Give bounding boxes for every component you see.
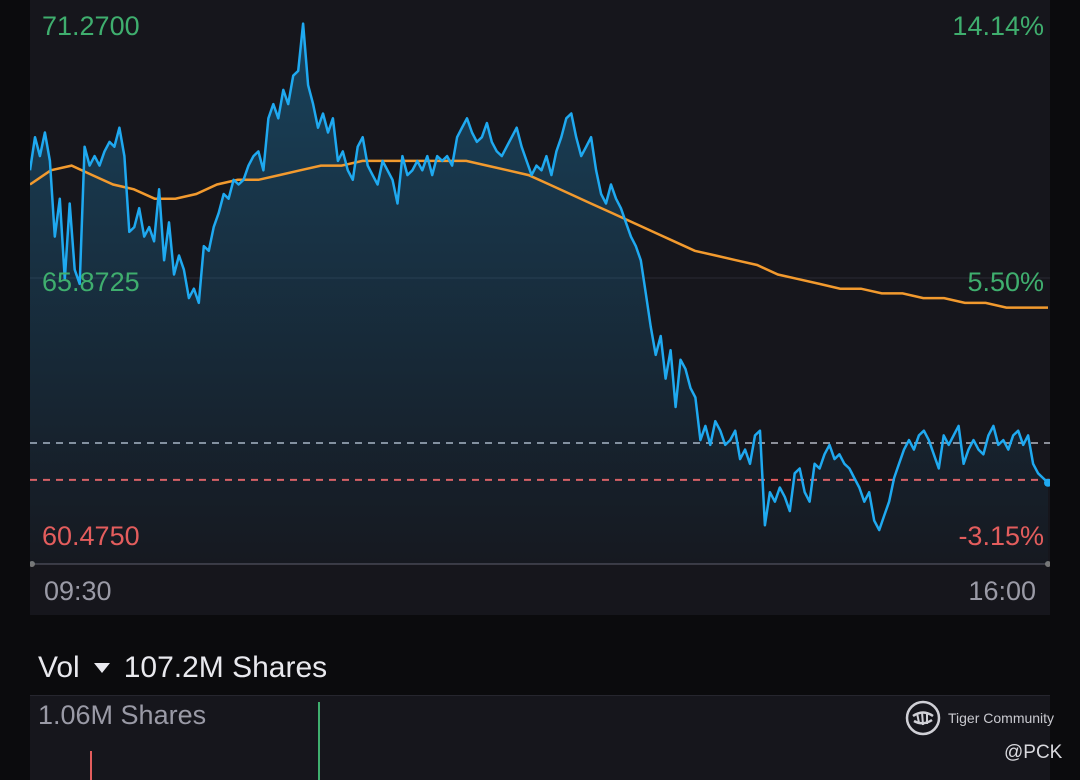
time-start-label: 09:30 xyxy=(44,576,112,606)
volume-bars xyxy=(90,702,320,780)
volume-header[interactable]: Vol 107.2M Shares xyxy=(38,648,327,688)
last-price-dot xyxy=(1044,478,1050,487)
tiger-logo-icon xyxy=(905,700,941,736)
price-chart-svg xyxy=(30,22,1050,567)
volume-scale-label: 1.06M Shares xyxy=(38,700,207,730)
watermark-brand: Tiger Community xyxy=(948,710,1055,726)
price-mid-label: 65.8725 xyxy=(42,267,140,297)
pct-high-label: 14.14% xyxy=(952,11,1044,41)
price-high-label: 71.2700 xyxy=(42,11,140,41)
pct-mid-label: 5.50% xyxy=(967,267,1044,297)
tiger-community-watermark: Tiger Community xyxy=(904,699,1054,737)
volume-indicator-label[interactable]: Vol xyxy=(38,651,80,684)
price-low-label: 60.4750 xyxy=(42,521,140,551)
price-area-fill xyxy=(30,23,1048,565)
dropdown-caret-icon[interactable] xyxy=(93,663,110,673)
price-chart[interactable]: 71.2700 65.8725 60.4750 14.14% 5.50% -3.… xyxy=(30,0,1050,615)
watermark-user: @PCK xyxy=(1004,742,1063,763)
volume-chart[interactable]: 1.06M Shares xyxy=(30,695,1050,780)
average-price-line xyxy=(30,159,1048,309)
price-line xyxy=(30,22,1049,532)
pct-low-label: -3.15% xyxy=(958,521,1044,551)
time-end-label: 16:00 xyxy=(968,576,1036,606)
volume-total: 107.2M Shares xyxy=(123,651,328,684)
